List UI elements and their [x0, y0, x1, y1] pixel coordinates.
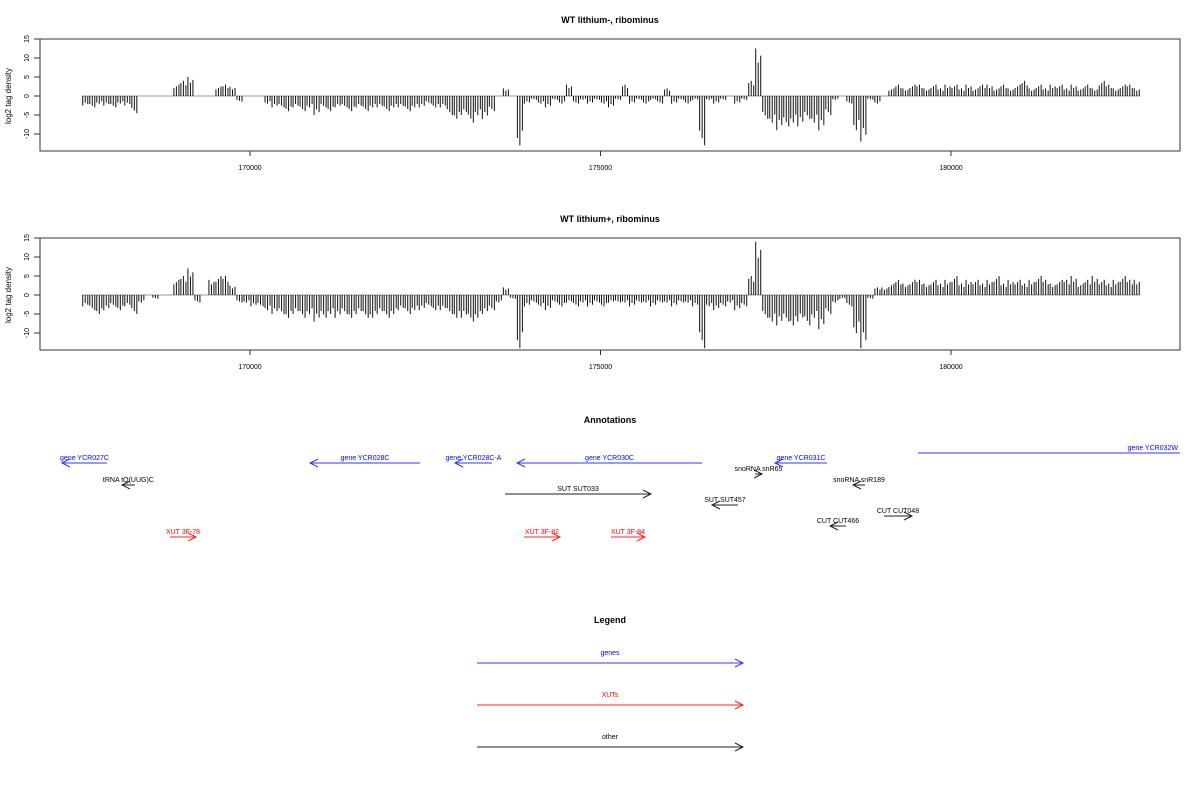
annotation-feature: gene YCR028C: [308, 455, 420, 468]
legend-label: other: [602, 734, 619, 741]
legend-title: Legend: [594, 615, 626, 625]
arrow-right-icon: [187, 532, 198, 542]
panel-lithium-minus: WT lithium-, ribominus log2 tag density …: [4, 15, 1181, 172]
arrow-left-icon: [60, 458, 71, 468]
y-tick-label: 0: [24, 293, 31, 297]
legend-item-other: other: [477, 734, 745, 752]
arrow-left-icon: [828, 521, 839, 531]
arrow-right-icon: [734, 658, 745, 668]
feature-label: CUT CUT466: [817, 518, 859, 525]
feature-label: tRNA tQ(UUG)C: [103, 477, 154, 484]
legend-item-genes: genes: [477, 650, 745, 668]
y-axis-label: log2 tag density: [4, 68, 13, 124]
arrow-left-icon: [515, 458, 526, 468]
chart-title: WT lithium-, ribominus: [561, 15, 659, 25]
y-tick-label: 10: [24, 253, 31, 261]
feature-label: gene YCR028C: [341, 455, 390, 462]
annotation-feature: XUT 3F-78: [166, 529, 200, 542]
arrow-right-icon: [753, 469, 764, 479]
arrow-right-icon: [903, 511, 914, 521]
feature-label: snoRNA snR189: [833, 477, 885, 484]
legend-label: XUTs: [602, 692, 619, 699]
arrow-left-icon: [773, 458, 784, 468]
arrow-left-icon: [851, 480, 862, 490]
annotation-feature: XUT 3F-82: [524, 529, 562, 542]
annotation-feature: snoRNA snR65: [735, 466, 783, 479]
annotations-panel: Annotations gene YCR027C tRNA tQ(UUG)C gen…: [60, 415, 1180, 542]
y-axis-label: log2 tag density: [4, 267, 13, 323]
arrow-right-icon: [734, 742, 745, 752]
y-tick-label: 15: [24, 35, 31, 43]
feature-label: CUT CUT048: [877, 508, 919, 515]
x-tick-label: 175000: [589, 165, 612, 172]
annotation-feature: tRNA tQ(UUG)C: [103, 477, 154, 490]
arrow-left-icon: [308, 458, 319, 468]
annotation-feature: XUT 3F-84: [611, 529, 647, 542]
panel-lithium-plus: WT lithium+, ribominus log2 tag density …: [4, 214, 1181, 371]
feature-label: gene YCR031C: [777, 455, 826, 462]
arrow-right-icon: [642, 489, 653, 499]
y-tick-label: -5: [24, 112, 31, 118]
annotation-feature: gene YCR030C: [515, 455, 703, 468]
annotation-feature: gene YCR032W: [917, 445, 1180, 454]
feature-label: gene YCR028C-A: [446, 455, 502, 462]
feature-label: snoRNA snR65: [735, 466, 783, 473]
y-tick-label: -10: [24, 328, 31, 338]
annotation-feature: SUT SUT033: [505, 486, 653, 499]
annotation-feature: CUT CUT466: [817, 518, 859, 531]
y-tick-label: 10: [24, 54, 31, 62]
annotation-feature: SUT SUT457: [704, 497, 746, 510]
annotation-feature: gene YCR031C: [773, 455, 827, 468]
arrow-right-icon: [551, 532, 562, 542]
feature-label: XUT 3F-82: [525, 529, 559, 536]
arrow-left-icon: [710, 500, 721, 510]
x-tick-label: 170000: [238, 364, 261, 371]
legend: Legend genes XUTs other: [477, 615, 745, 752]
legend-item-xuts: XUTs: [477, 692, 745, 710]
feature-label: gene YCR027C: [60, 455, 109, 462]
annotation-feature: gene YCR028C-A: [446, 455, 502, 468]
annotation-feature: gene YCR027C: [60, 455, 109, 468]
feature-label: gene YCR030C: [585, 455, 634, 462]
arrow-right-icon: [636, 532, 647, 542]
feature-label: SUT SUT457: [704, 497, 746, 504]
y-tick-label: -10: [24, 129, 31, 139]
y-tick-label: -5: [24, 311, 31, 317]
annotations-title: Annotations: [584, 415, 637, 425]
feature-label: XUT 3F-84: [611, 529, 645, 536]
plot-frame: [39, 38, 1181, 152]
annotation-feature: snoRNA snR189: [833, 477, 885, 490]
x-tick-label: 180000: [939, 165, 962, 172]
annotation-feature: CUT CUT048: [877, 508, 919, 521]
feature-label: gene YCR032W: [1128, 445, 1179, 452]
legend-label: genes: [600, 650, 620, 657]
x-tick-label: 175000: [589, 364, 612, 371]
y-tick-label: 0: [24, 94, 31, 98]
y-tick-label: 15: [24, 234, 31, 242]
chart-title: WT lithium+, ribominus: [560, 214, 660, 224]
arrow-right-icon: [734, 700, 745, 710]
y-tick-label: 5: [24, 75, 31, 79]
y-tick-label: 5: [24, 274, 31, 278]
feature-label: SUT SUT033: [557, 486, 599, 493]
x-tick-label: 180000: [939, 364, 962, 371]
arrow-left-icon: [453, 458, 464, 468]
arrow-left-icon: [120, 480, 131, 490]
feature-label: XUT 3F-78: [166, 529, 200, 536]
plot-frame: [39, 237, 1181, 351]
x-tick-label: 170000: [238, 165, 261, 172]
